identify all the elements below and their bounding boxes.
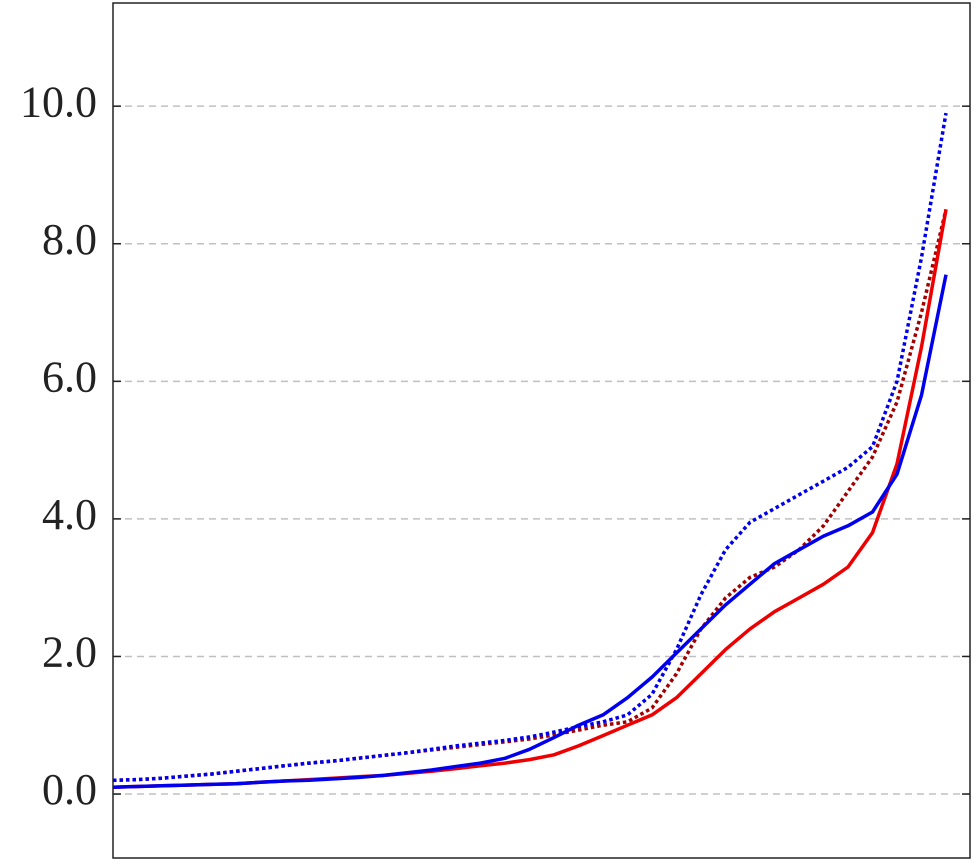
y-tick-label: 6.0 <box>42 352 97 401</box>
y-tick-label: 4.0 <box>42 490 97 539</box>
plot-frame <box>112 2 971 859</box>
line-series <box>112 209 948 789</box>
y-tick-label: 2.0 <box>42 628 97 677</box>
line-series <box>112 208 948 783</box>
line-series <box>112 274 948 789</box>
y-tick-label: 0.0 <box>42 765 97 814</box>
y-tick-label: 10.0 <box>20 77 97 126</box>
line-series <box>112 112 948 783</box>
y-tick-label: 8.0 <box>42 215 97 264</box>
